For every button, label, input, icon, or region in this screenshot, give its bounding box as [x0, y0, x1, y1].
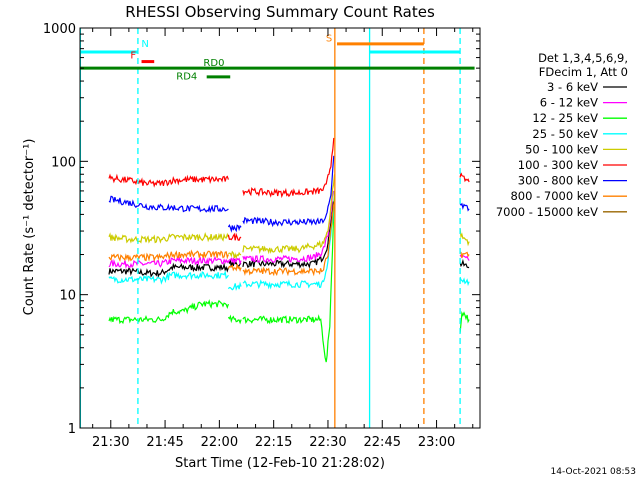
series-line-7-seg-0	[108, 249, 229, 263]
legend-label-0: 3 - 6 keV	[547, 80, 598, 94]
y-axis-label: Count Rate (s⁻¹ detector⁻¹)	[22, 139, 37, 316]
series-line-5-seg-3	[459, 172, 470, 183]
series-line-5-seg-2	[242, 137, 335, 199]
x-tick-label-1: 21:45	[146, 435, 183, 450]
legend-label-1: 6 - 12 keV	[540, 96, 598, 110]
series-line-3-seg-0	[108, 270, 229, 285]
series-line-4-seg-2	[242, 174, 336, 255]
y-tick-label-1: 10	[59, 289, 76, 304]
series-line-5-seg-0	[108, 173, 229, 188]
series-line-7-seg-2	[242, 201, 336, 277]
series-line-0-seg-0	[108, 262, 229, 278]
series-line-3-seg-3	[459, 276, 470, 287]
legend-label-4: 50 - 100 keV	[525, 142, 598, 156]
x-tick-label-2: 22:00	[201, 435, 238, 450]
series-line-4-seg-3	[459, 228, 470, 247]
flag-label-0: N	[141, 39, 148, 50]
y-tick-label-0: 1	[68, 422, 76, 437]
series-line-6-seg-3	[459, 202, 470, 212]
series-line-2-seg-1	[227, 314, 242, 325]
y-tick-label-3: 1000	[43, 22, 76, 37]
legend-label-3: 25 - 50 keV	[532, 127, 598, 141]
series-line-7-seg-3	[459, 251, 470, 258]
flag-label-3: S	[326, 34, 332, 45]
series-line-1-seg-1	[227, 257, 242, 266]
series-line-1-seg-2	[242, 190, 334, 264]
series-line-5-seg-1	[227, 232, 242, 241]
plot-frame	[79, 27, 481, 429]
series-line-4-seg-1	[228, 250, 242, 260]
series-line-2-seg-2	[242, 190, 336, 363]
series-line-3-seg-2	[242, 201, 336, 290]
plot-area: NF S RD0 RD4	[79, 28, 475, 428]
chart-title: RHESSI Observing Summary Count Rates	[125, 3, 435, 21]
x-tick-label-4: 22:30	[309, 435, 346, 450]
series-line-6-seg-2	[242, 155, 335, 228]
x-tick-label-6: 23:00	[418, 435, 455, 450]
legend-header-1: FDecim 1, Att 0	[539, 65, 628, 79]
flag-label-4: RD0	[203, 58, 224, 69]
legend-label-8: 7000 - 15000 keV	[496, 205, 598, 219]
legend-label-7: 800 - 7000 keV	[510, 189, 598, 203]
legend-label-6: 300 - 800 keV	[518, 174, 598, 188]
y-tick-label-2: 100	[51, 155, 76, 170]
x-tick-label-5: 22:45	[364, 435, 401, 450]
series-line-7-seg-1	[227, 264, 242, 272]
legend-header-0: Det 1,3,4,5,6,9,	[538, 51, 628, 65]
series-line-1-seg-0	[108, 255, 229, 269]
series-line-0-seg-3	[459, 258, 470, 269]
legend-label-2: 12 - 25 keV	[532, 111, 598, 125]
series-line-2-seg-0	[108, 299, 229, 325]
timestamp: 14-Oct-2021 08:53	[551, 467, 636, 477]
series-line-2-seg-3	[459, 310, 470, 333]
series-line-6-seg-1	[227, 223, 242, 233]
flag-label-5: RD4	[176, 72, 197, 83]
x-tick-label-3: 22:15	[255, 435, 292, 450]
legend: Det 1,3,4,5,6,9,FDecim 1, Att 03 - 6 keV…	[496, 51, 628, 219]
flag-label-2: F	[130, 51, 136, 62]
series-line-3-seg-1	[227, 281, 242, 292]
series-line-4-seg-0	[108, 232, 229, 244]
axes: 1 10 100 1000 21:30 21:45 22:00 22:15 22:30 22:45…	[43, 22, 481, 450]
legend-label-5: 100 - 300 keV	[518, 158, 598, 172]
x-axis-label: Start Time (12-Feb-10 21:28:02)	[175, 456, 385, 471]
series-line-6-seg-0	[108, 195, 229, 214]
x-tick-label-0: 21:30	[92, 435, 129, 450]
